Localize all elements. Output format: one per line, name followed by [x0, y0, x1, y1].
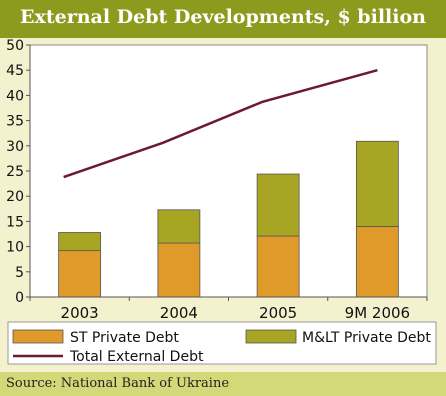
source-text: Source: National Bank of Ukraine [6, 376, 230, 391]
bar-segment [157, 209, 201, 244]
bar-segment [256, 173, 300, 237]
source-bar: Source: National Bank of Ukraine [0, 372, 446, 396]
bar-segment [58, 250, 102, 298]
chart-title: External Debt Developments, $ billion [20, 6, 426, 28]
total-debt-line [63, 68, 378, 179]
legend-label-st: ST Private Debt [70, 330, 179, 346]
legend-swatch-mlt [245, 329, 297, 344]
bars [58, 140, 399, 298]
title-bar: External Debt Developments, $ billion [0, 0, 446, 38]
y-tick-label: 25 [6, 164, 24, 180]
y-tick-label: 10 [6, 240, 24, 256]
bar-segment [256, 235, 300, 298]
y-tick-label: 5 [15, 265, 24, 281]
x-tick-label: 2003 [61, 304, 99, 322]
x-tick-label: 2004 [160, 304, 198, 322]
total-line [63, 68, 378, 179]
x-tick-label: 2005 [259, 304, 297, 322]
y-tick-label: 20 [6, 189, 24, 205]
y-axis: 0 5 10 15 20 25 30 35 40 45 50 [6, 38, 31, 306]
bar-segment [355, 226, 399, 298]
bar-segment [58, 232, 102, 252]
legend-label-mlt: M&LT Private Debt [302, 330, 431, 346]
y-tick-label: 50 [6, 38, 24, 54]
bar-segment [355, 140, 399, 227]
legend: ST Private Debt M&LT Private Debt Total Ex… [7, 321, 437, 365]
y-tick-label: 40 [6, 88, 24, 104]
y-tick-label: 30 [6, 139, 24, 155]
y-tick-label: 45 [6, 63, 24, 79]
y-tick-label: 35 [6, 114, 24, 130]
y-tick-label: 15 [6, 214, 24, 230]
legend-label-total: Total External Debt [69, 349, 204, 365]
bar-segment [157, 242, 201, 298]
legend-swatch-st [12, 329, 64, 344]
x-tick-label: 9M 2006 [345, 304, 410, 322]
x-axis: 2003 2004 2005 9M 2006 [29, 296, 428, 322]
y-tick-label: 0 [15, 290, 24, 306]
legend-box [7, 321, 437, 365]
